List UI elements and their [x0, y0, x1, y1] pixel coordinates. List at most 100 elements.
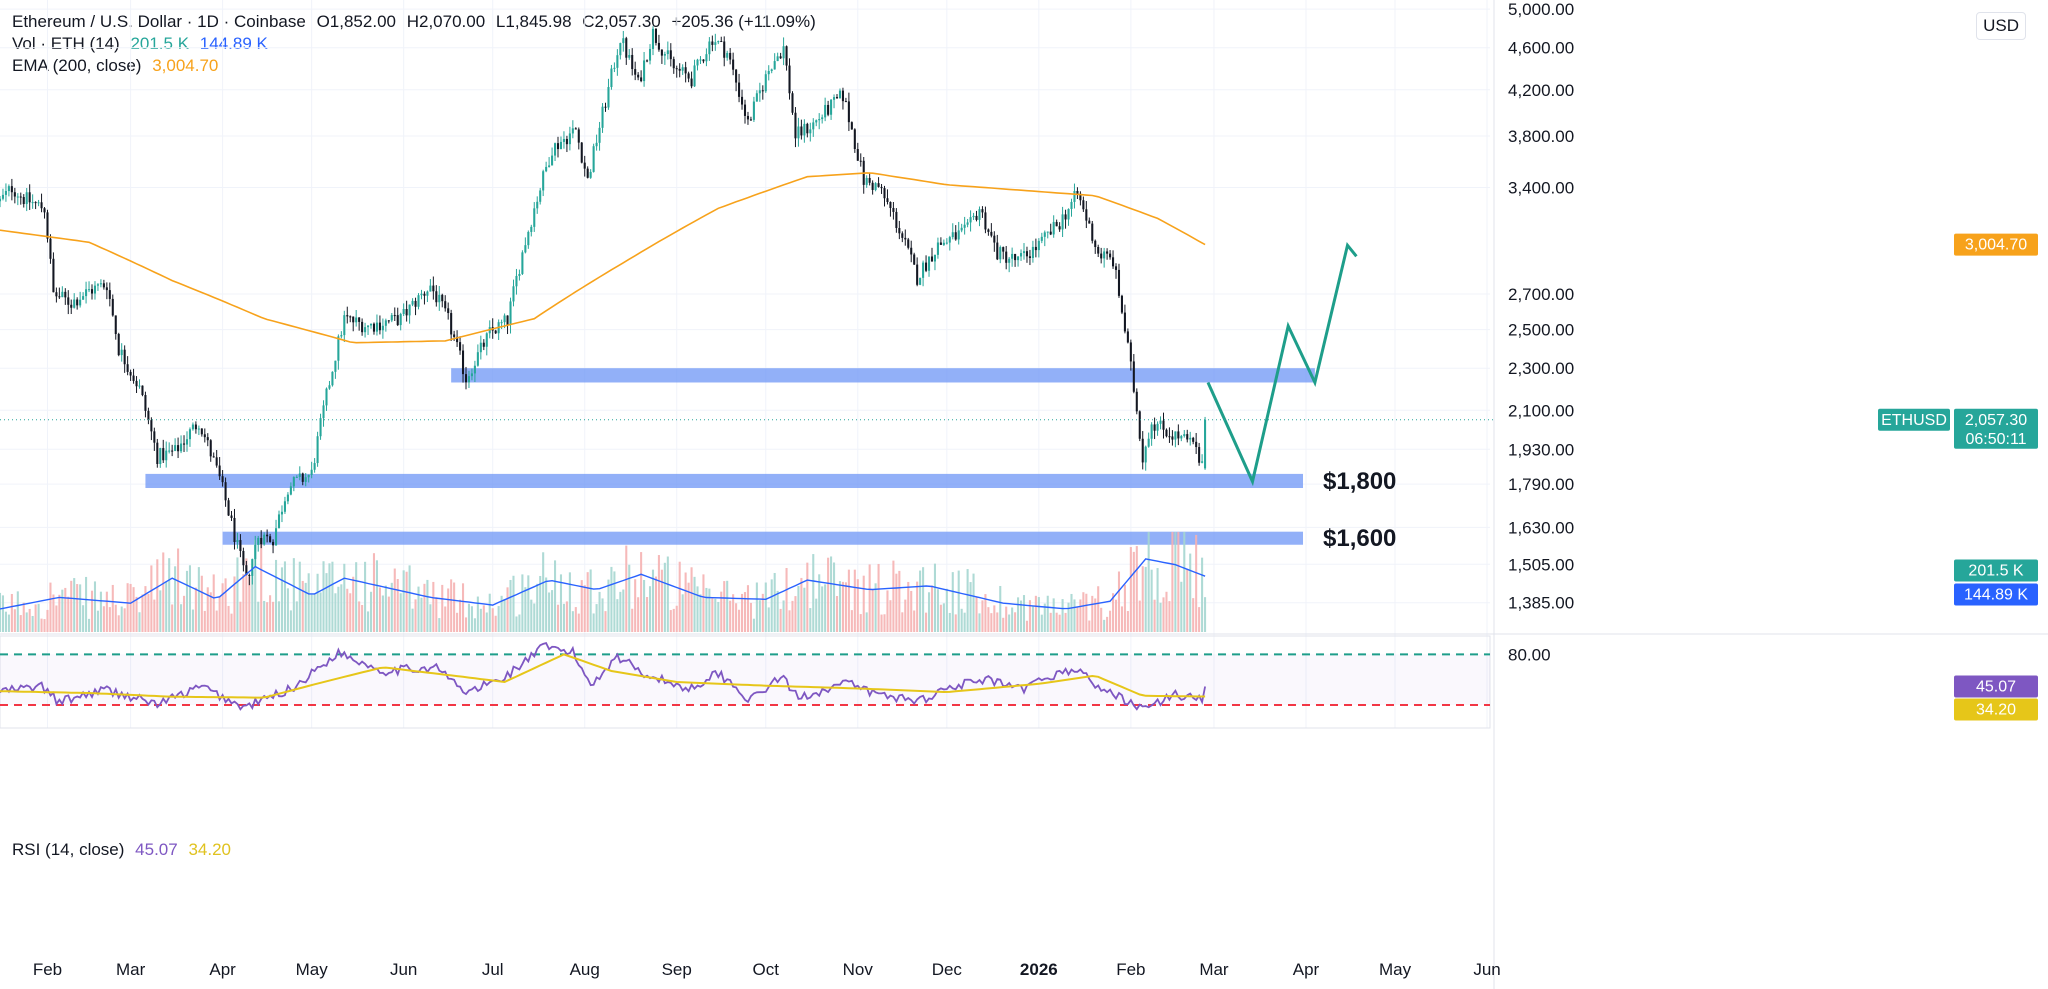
volume-bar [601, 598, 604, 632]
candle-body [595, 142, 598, 147]
volume-bar [7, 614, 10, 632]
candle-body [185, 439, 189, 445]
volume-bar [518, 614, 521, 632]
volume-bar [969, 582, 972, 632]
candle-body [1126, 331, 1129, 343]
volume-bar [162, 552, 165, 632]
candle-body [364, 327, 367, 333]
candle-body [10, 186, 13, 193]
candle-body [562, 138, 565, 142]
volume-bar [717, 601, 720, 632]
volume-bar [847, 569, 850, 632]
volume-bar [539, 575, 542, 632]
volume-bar [702, 574, 705, 632]
volume-bar [892, 560, 895, 632]
candle-body [554, 143, 557, 156]
low-value: L1,845.98 [495, 12, 572, 31]
volume-bar [699, 594, 702, 632]
volume-bar [666, 556, 669, 632]
candle-body [990, 231, 993, 236]
volume-bar [230, 613, 233, 632]
volume-bar [1022, 595, 1026, 632]
candle-body [948, 237, 951, 243]
candle-body [369, 323, 373, 326]
candle-body [551, 155, 554, 166]
candle-body [476, 352, 479, 366]
candle-body [678, 68, 681, 71]
volume-bar [283, 561, 286, 632]
candle-body [1159, 420, 1162, 424]
volume-bar [90, 590, 94, 632]
volume-bar [919, 570, 922, 632]
ema-badge-text: 3,004.70 [1965, 237, 2027, 254]
volume-bar [147, 593, 150, 632]
candle-body [263, 534, 266, 545]
currency-button[interactable]: USD [1976, 12, 2026, 40]
rsi-legend[interactable]: RSI (14, close) 45.07 34.20 [12, 839, 237, 861]
candle-body [28, 192, 31, 203]
candle-body [206, 437, 209, 441]
volume-bar [375, 560, 378, 632]
volume-bar [628, 564, 631, 632]
volume-bar [111, 584, 114, 632]
volume-bar [770, 579, 773, 632]
volume-bar [726, 580, 729, 632]
rsi-pane-border [0, 635, 1491, 729]
volume-bar [833, 562, 836, 632]
volume-bar [334, 593, 337, 632]
candle-body [1052, 221, 1055, 235]
candle-body [1073, 191, 1076, 202]
volume-bar [99, 591, 102, 632]
volume-bar [319, 592, 322, 632]
candle-body [568, 133, 571, 145]
candle-body [1002, 247, 1005, 252]
volume-bar [1153, 599, 1156, 632]
volume-bar [1055, 612, 1058, 632]
volume-bar [812, 554, 815, 632]
candle-body [393, 315, 396, 317]
volume-bar [322, 561, 325, 632]
volume-bar [304, 582, 307, 632]
volume-bar [292, 558, 295, 632]
date-tick-label: May [296, 960, 329, 979]
candle-body [372, 323, 376, 332]
ema-legend[interactable]: EMA (200, close) 3,004.70 [12, 55, 224, 77]
volume-bar [1198, 607, 1201, 632]
volume-bar [835, 596, 839, 632]
candle-body [886, 198, 889, 202]
candle-body [459, 342, 462, 351]
volume-bar [132, 587, 135, 632]
volume-legend[interactable]: Vol · ETH (14) 201.5 K 144.89 K [12, 33, 274, 55]
candle-body [942, 242, 945, 245]
candle-body [494, 330, 497, 334]
candle-body [1117, 269, 1121, 296]
candle-body [907, 239, 910, 248]
volume-bar [378, 587, 381, 632]
candle-body [191, 424, 194, 430]
candle-body [794, 112, 797, 139]
volume-bar [414, 599, 417, 632]
candle-body [197, 428, 200, 430]
date-tick-label: Jun [1473, 960, 1500, 979]
candle-body [289, 486, 292, 495]
candle-body [835, 97, 839, 99]
volume-bar [506, 587, 509, 632]
volume-ma-badge [1954, 583, 2038, 606]
date-tick-label: Mar [1199, 960, 1229, 979]
candle-body [812, 122, 815, 130]
volume-bar [749, 602, 752, 632]
candle-body [79, 299, 82, 306]
volume-bar [687, 582, 690, 632]
volume-bar [346, 588, 349, 632]
candle-body [248, 574, 251, 576]
volume-bar [922, 567, 925, 632]
volume-bar [521, 574, 524, 632]
candle-body [1031, 246, 1034, 258]
candle-body [518, 273, 521, 276]
volume-bar [1123, 584, 1126, 632]
candle-body [58, 296, 61, 298]
candle-body [853, 129, 856, 150]
volume-bar [64, 587, 67, 632]
candle-body [1153, 424, 1156, 431]
